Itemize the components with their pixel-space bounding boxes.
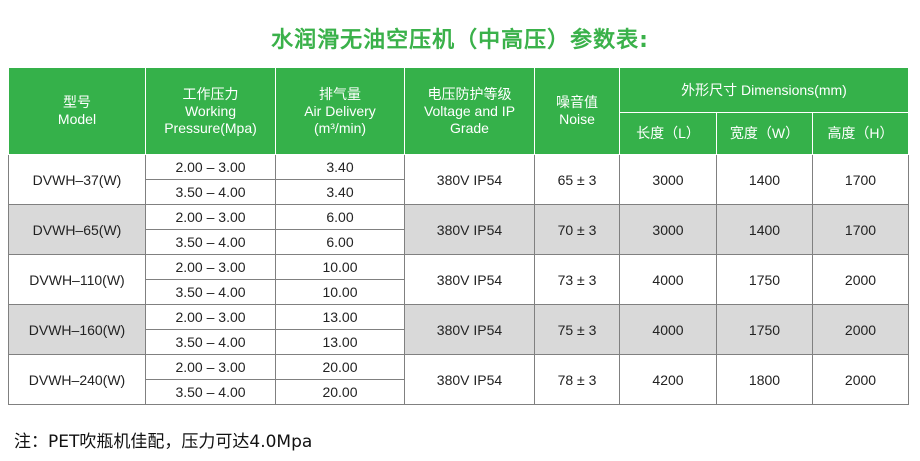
noise-cell: 78 ± 3 [534, 354, 620, 405]
pressure-cell: 3.50 – 4.00 [145, 279, 276, 305]
header-pressure: 工作压力 Working Pressure(Mpa) [145, 67, 276, 155]
height-cell: 2000 [812, 254, 909, 305]
table-row: DVWH–37(W) 2.00 – 3.00 3.40 380V IP54 65 ± 3… [8, 154, 909, 205]
pressure-cell: 2.00 – 3.00 [145, 354, 276, 380]
height-cell: 2000 [812, 304, 909, 355]
footnote: 注：PET吹瓶机佳配，压力可达4.0Mpa [14, 432, 313, 452]
header-length: 长度（L） [619, 112, 717, 155]
height-cell: 1700 [812, 204, 909, 255]
table-row: DVWH–65(W) 2.00 – 3.00 6.00 380V IP54 70 ± 3… [8, 204, 909, 255]
air-delivery-cell: 20.00 [275, 379, 405, 405]
table-row: DVWH–160(W) 2.00 – 3.00 13.00 380V IP54 75 ±… [8, 304, 909, 355]
parameter-table: 型号 Model 工作压力 Working Pressure(Mpa) 排气量 Air … [8, 67, 909, 405]
voltage-cell: 380V IP54 [404, 304, 535, 355]
noise-cell: 75 ± 3 [534, 304, 620, 355]
width-cell: 1750 [716, 254, 813, 305]
pressure-cell: 2.00 – 3.00 [145, 204, 276, 230]
table-row: 3.50 – 4.00 10.00 [9, 279, 909, 305]
pressure-cell: 3.50 – 4.00 [145, 379, 276, 405]
length-cell: 4000 [619, 254, 717, 305]
width-cell: 1400 [716, 204, 813, 255]
noise-cell: 73 ± 3 [534, 254, 620, 305]
table-row: DVWH–240(W) 2.00 – 3.00 20.00 380V IP54 78 ±… [8, 354, 909, 405]
air-delivery-cell: 6.00 [275, 229, 405, 255]
pressure-cell: 2.00 – 3.00 [145, 254, 276, 280]
model-cell: DVWH–37(W) [8, 154, 146, 205]
noise-cell: 70 ± 3 [534, 204, 620, 255]
table-row: DVWH–110(W) 2.00 – 3.00 10.00 380V IP54 73 ±… [8, 254, 909, 305]
page-title: 水润滑无油空压机（中高压）参数表: [271, 28, 649, 53]
width-cell: 1800 [716, 354, 813, 405]
model-cell: DVWH–65(W) [8, 204, 146, 255]
air-delivery-cell: 10.00 [275, 279, 405, 305]
voltage-cell: 380V IP54 [404, 354, 535, 405]
air-delivery-cell: 20.00 [275, 354, 405, 380]
header-dimensions: 外形尺寸 Dimensions(mm) [619, 67, 909, 113]
table-row: 3.50 – 4.00 3.40 [9, 179, 909, 205]
height-cell: 1700 [812, 154, 909, 205]
model-cell: DVWH–160(W) [8, 304, 146, 355]
voltage-cell: 380V IP54 [404, 204, 535, 255]
air-delivery-cell: 3.40 [275, 179, 405, 205]
air-delivery-cell: 13.00 [275, 304, 405, 330]
length-cell: 4200 [619, 354, 717, 405]
air-delivery-cell: 6.00 [275, 204, 405, 230]
pressure-cell: 3.50 – 4.00 [145, 329, 276, 355]
header-width: 宽度（W） [716, 112, 813, 155]
table-row: 3.50 – 4.00 13.00 [9, 329, 909, 355]
header-voltage: 电压防护等级 Voltage and IP Grade [404, 67, 535, 155]
width-cell: 1400 [716, 154, 813, 205]
table-row: 3.50 – 4.00 20.00 [9, 379, 909, 405]
header-air-delivery: 排气量 Air Delivery (m³/min) [275, 67, 405, 155]
width-cell: 1750 [716, 304, 813, 355]
air-delivery-cell: 10.00 [275, 254, 405, 280]
pressure-cell: 3.50 – 4.00 [145, 179, 276, 205]
pressure-cell: 2.00 – 3.00 [145, 304, 276, 330]
voltage-cell: 380V IP54 [404, 254, 535, 305]
voltage-cell: 380V IP54 [404, 154, 535, 205]
height-cell: 2000 [812, 354, 909, 405]
length-cell: 4000 [619, 304, 717, 355]
air-delivery-cell: 3.40 [275, 154, 405, 180]
length-cell: 3000 [619, 204, 717, 255]
noise-cell: 65 ± 3 [534, 154, 620, 205]
pressure-cell: 2.00 – 3.00 [145, 154, 276, 180]
header-model: 型号 Model [8, 67, 146, 155]
header-height: 高度（H） [812, 112, 909, 155]
model-cell: DVWH–240(W) [8, 354, 146, 405]
length-cell: 3000 [619, 154, 717, 205]
pressure-cell: 3.50 – 4.00 [145, 229, 276, 255]
air-delivery-cell: 13.00 [275, 329, 405, 355]
header-noise: 噪音值 Noise [534, 67, 620, 155]
model-cell: DVWH–110(W) [8, 254, 146, 305]
